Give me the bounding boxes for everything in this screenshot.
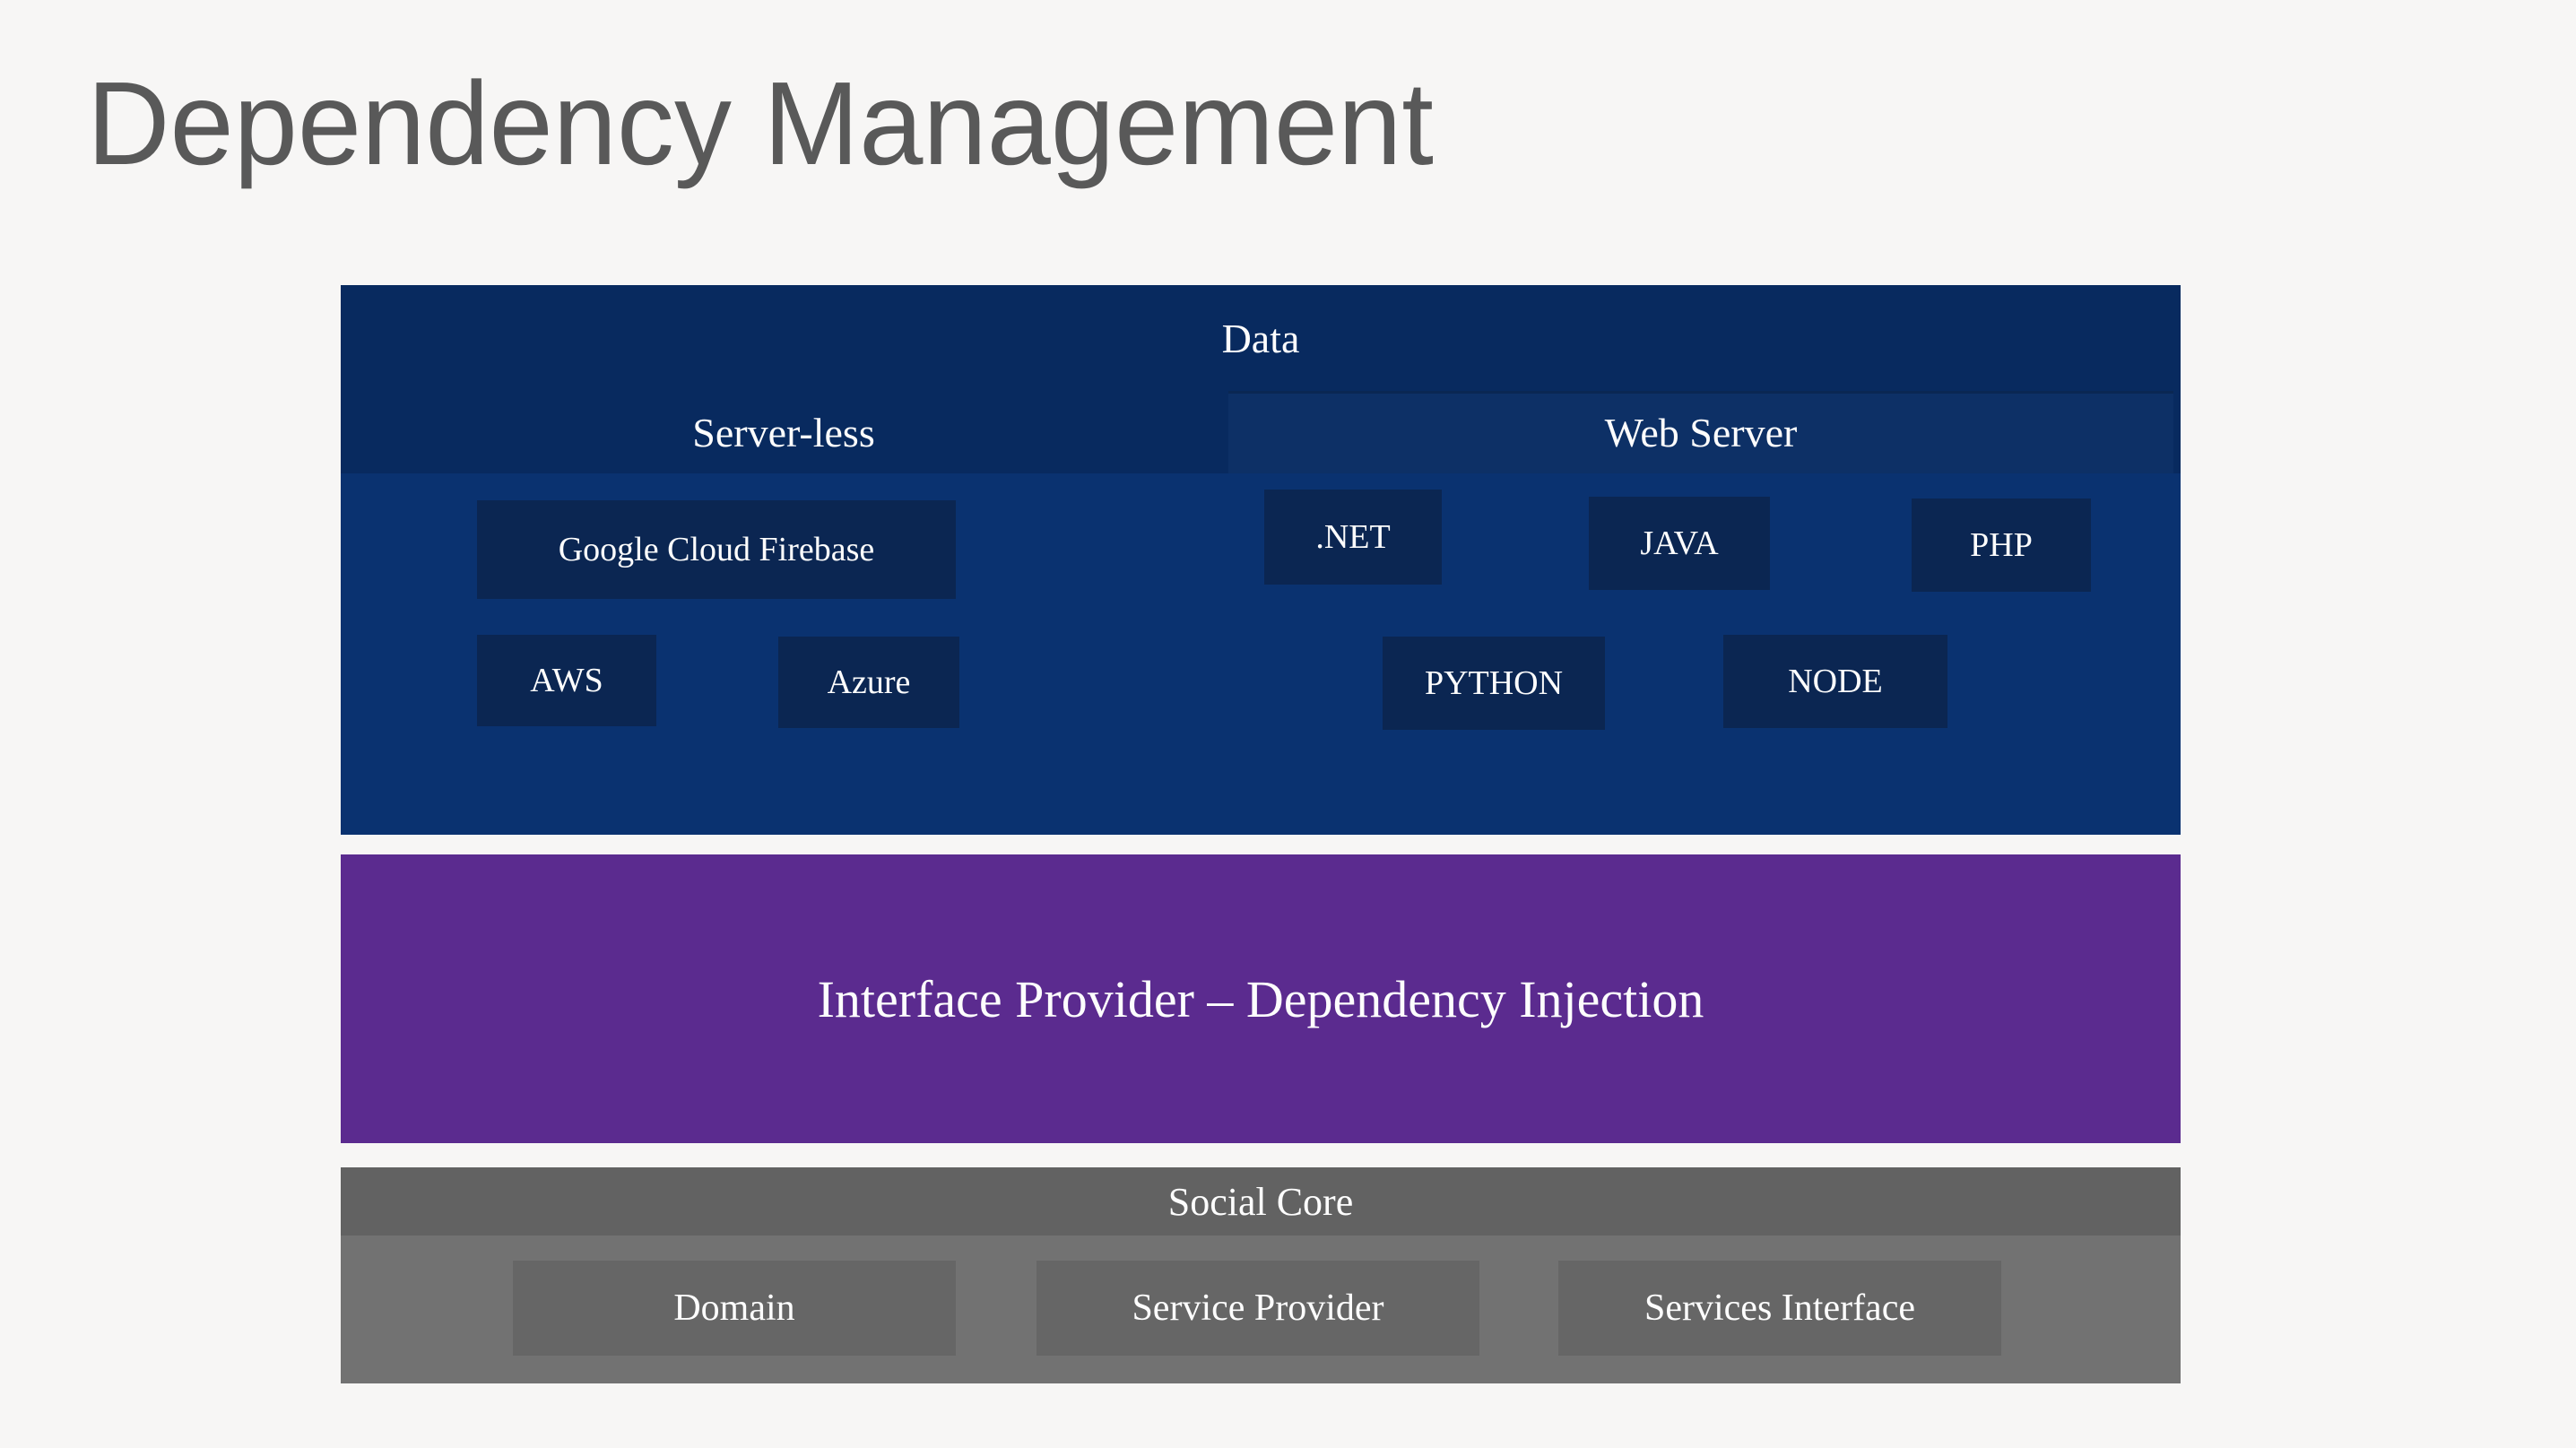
chip-php: PHP [1912,499,2091,592]
chip-azure: Azure [778,637,959,728]
interface-provider-layer-box: Interface Provider – Dependency Injectio… [341,854,2181,1143]
data-layer-title: Data [1221,315,1300,361]
data-layer-subheader-row: Server-less Web Server [341,391,2181,473]
social-core-layer-box: Social Core Domain Service Provider Serv… [341,1167,2181,1383]
social-core-body: Domain Service Provider Services Interfa… [341,1236,2181,1383]
social-core-title: Social Core [341,1167,2181,1236]
slide-title: Dependency Management [87,57,1434,189]
chip-python: PYTHON [1383,637,1605,730]
serverless-column-header: Server-less [692,409,875,455]
interface-provider-label: Interface Provider – Dependency Injectio… [817,969,1704,1028]
chip-node: NODE [1723,635,1947,728]
data-layer-box: Data Server-less Web Server Google Cloud… [341,285,2181,835]
chip-dotnet: .NET [1264,490,1442,585]
chip-services-interface: Services Interface [1558,1261,2001,1356]
webserver-column-header: Web Server [1228,391,2173,473]
chip-java: JAVA [1589,497,1770,590]
chip-domain: Domain [513,1261,956,1356]
chip-service-provider: Service Provider [1036,1261,1479,1356]
chip-aws: AWS [477,635,656,726]
chip-google-cloud-firebase: Google Cloud Firebase [477,500,956,599]
